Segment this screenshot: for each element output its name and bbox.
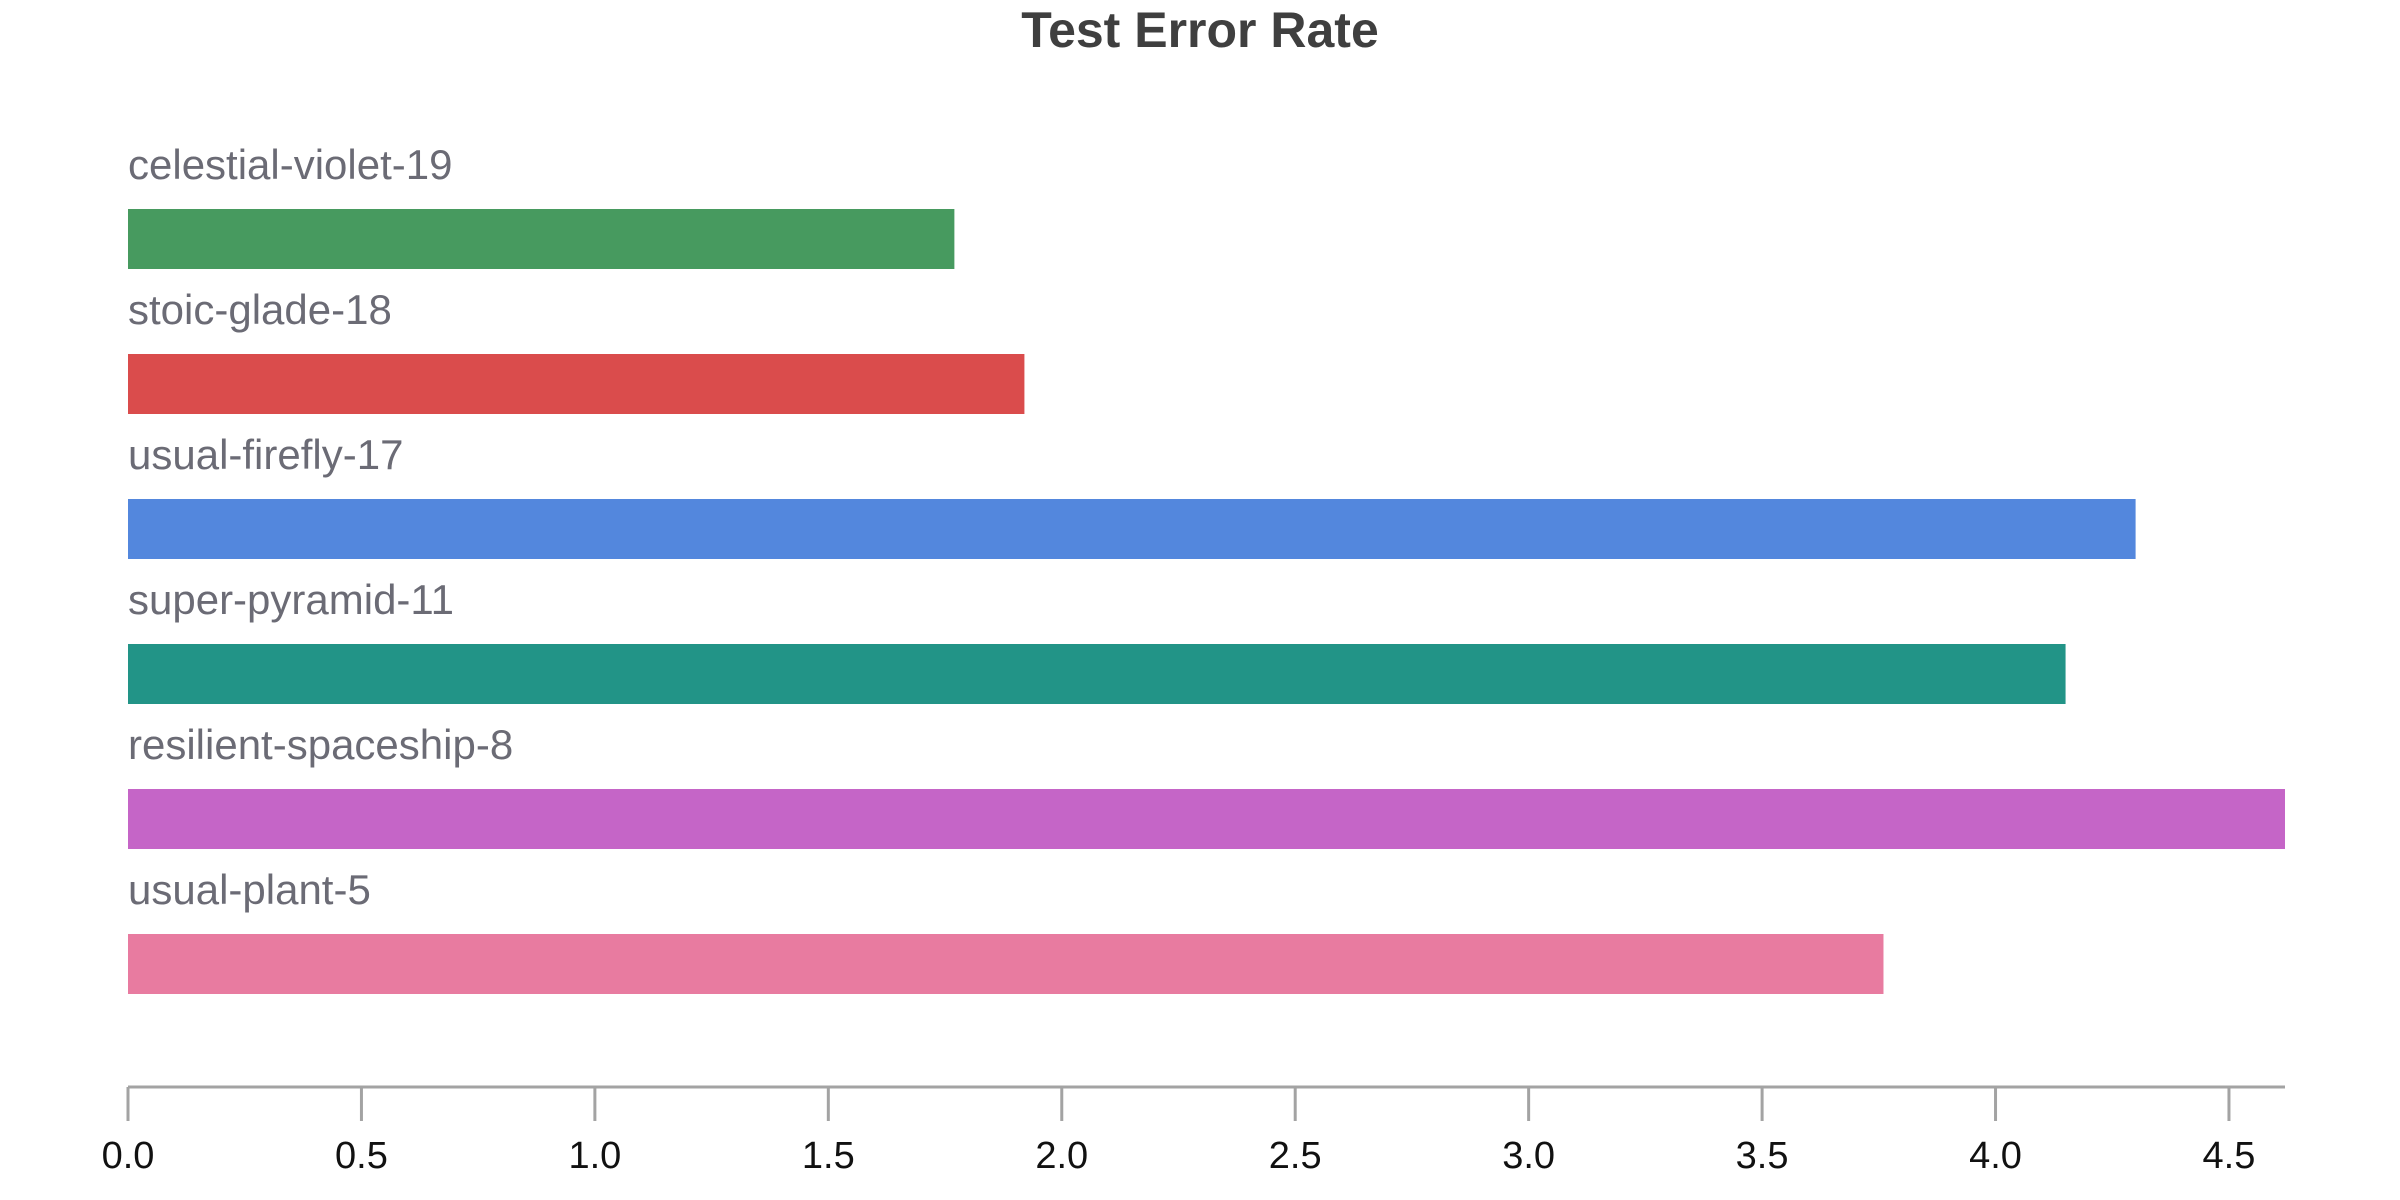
bar-label: resilient-spaceship-8 — [128, 721, 513, 768]
chart-title: Test Error Rate — [1021, 2, 1379, 58]
bar-label: super-pyramid-11 — [128, 576, 454, 623]
x-tick-label: 2.0 — [1035, 1135, 1088, 1177]
x-axis: 0.0 0.5 1.0 1.5 2.0 2.5 3.0 3.5 4.0 4.5 — [102, 1085, 2285, 1177]
bars-layer: celestial-violet-19 stoic-glade-18 usual-f… — [128, 141, 2285, 994]
bar-label: stoic-glade-18 — [128, 286, 392, 333]
bar-celestial-violet-19 — [128, 209, 955, 269]
x-tick-label: 2.5 — [1269, 1135, 1322, 1177]
x-tick-label: 0.0 — [102, 1135, 155, 1177]
x-tick-label: 3.0 — [1502, 1135, 1555, 1177]
x-tick-label: 4.5 — [2203, 1135, 2256, 1177]
x-tick-label: 0.5 — [335, 1135, 388, 1177]
bar-resilient-spaceship-8 — [128, 789, 2285, 849]
bar-usual-firefly-17 — [128, 499, 2136, 559]
bar-label: celestial-violet-19 — [128, 141, 452, 188]
x-tick-label: 1.0 — [568, 1135, 621, 1177]
x-tick-label: 1.5 — [802, 1135, 855, 1177]
bar-usual-plant-5 — [128, 934, 1884, 994]
bar-super-pyramid-11 — [128, 644, 2066, 704]
bar-stoic-glade-18 — [128, 354, 1025, 414]
x-tick-label: 3.5 — [1736, 1135, 1789, 1177]
bar-label: usual-plant-5 — [128, 866, 371, 913]
bar-label: usual-firefly-17 — [128, 431, 403, 478]
x-tick-label: 4.0 — [1969, 1135, 2022, 1177]
